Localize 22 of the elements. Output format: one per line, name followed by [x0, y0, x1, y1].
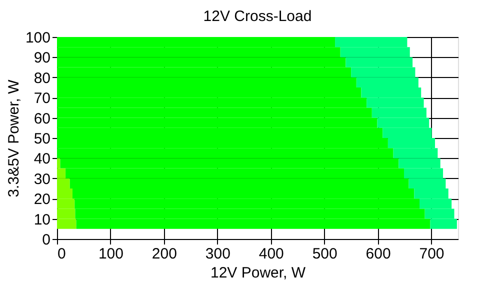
- y-tick-label: 90: [34, 50, 50, 67]
- y-tick-label: 70: [34, 90, 50, 108]
- x-tick-label: 600: [366, 246, 391, 262]
- y-tick-label: 80: [34, 70, 50, 87]
- y-tick-label: 20: [34, 191, 50, 208]
- x-tick-label: 300: [205, 246, 230, 262]
- y-axis-title: 3.3&5V Power, W: [5, 78, 22, 198]
- x-tick-label: 400: [258, 246, 284, 262]
- chart-title: 12V Cross-Load: [203, 8, 312, 25]
- y-tick-label: 100: [25, 30, 50, 46]
- x-tick-label: 100: [98, 246, 124, 262]
- x-tick-label: 700: [419, 246, 444, 262]
- x-axis-title: 12V Power, W: [210, 264, 306, 282]
- y-tick-label: 30: [34, 170, 50, 188]
- y-tick-label: 50: [34, 130, 50, 148]
- x-tick-label: 500: [312, 246, 338, 262]
- x-tick-label: 200: [152, 246, 177, 262]
- y-tick-label: 0: [42, 232, 50, 248]
- y-tick-label: 60: [34, 110, 50, 128]
- y-tick-label: 40: [34, 150, 50, 168]
- y-tick-label: 10: [34, 211, 50, 228]
- x-tick-label: 0: [58, 246, 66, 262]
